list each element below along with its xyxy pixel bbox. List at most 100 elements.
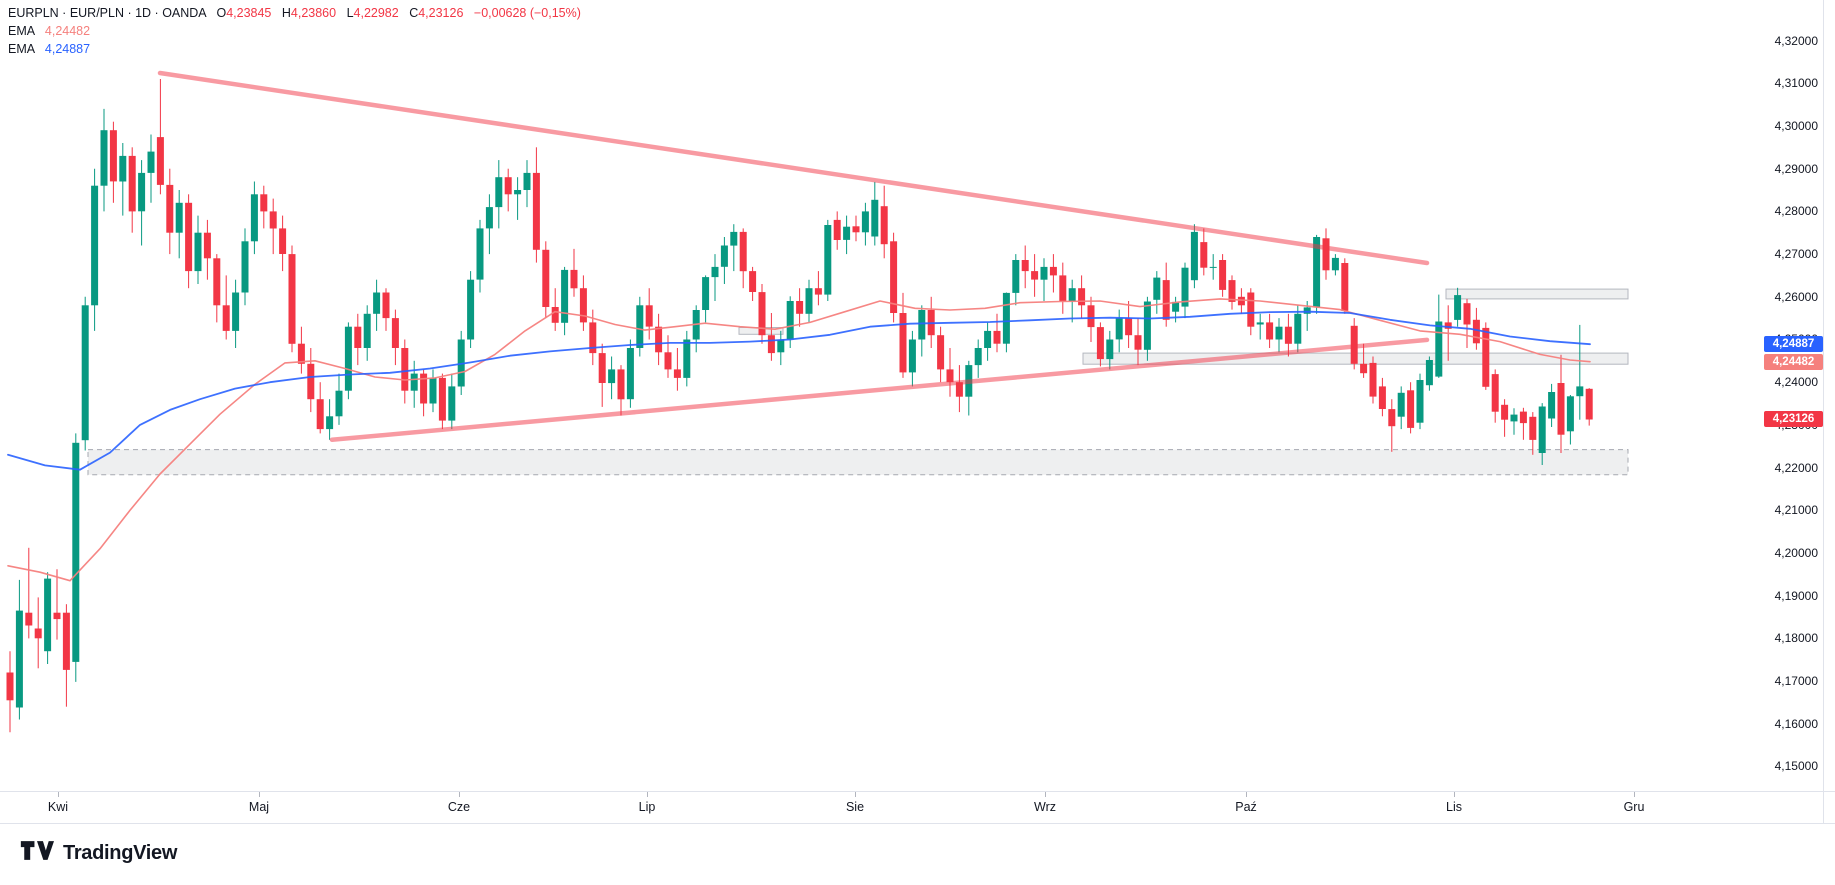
candle-body [34, 628, 42, 639]
ema-fast-label: EMA [8, 24, 35, 38]
candle-body [363, 313, 371, 348]
candle-body [645, 305, 653, 327]
time-axis-tick [1246, 792, 1247, 797]
candle-body [1012, 260, 1020, 293]
time-axis-label: Paź [1235, 800, 1257, 814]
candle-body [626, 348, 634, 400]
candle-body [467, 279, 475, 340]
candle-body [1378, 386, 1386, 409]
candle-body [128, 155, 136, 212]
candle-body [1059, 275, 1067, 301]
candle-body [974, 348, 982, 366]
candle-body [739, 231, 747, 272]
candle-body [250, 194, 258, 242]
price-axis-label: 4,20000 [1772, 545, 1820, 561]
candle-body [1181, 267, 1189, 307]
candle-body [608, 369, 616, 384]
price-axis-label: 4,24000 [1772, 374, 1820, 390]
candle-body [542, 249, 550, 307]
candle-body [532, 172, 540, 250]
ema-slow-label: EMA [8, 42, 35, 56]
symbol-row[interactable]: EURPLN · EUR/PLN · 1D · OANDA O4,23845 H… [8, 4, 581, 22]
price-pane[interactable] [0, 0, 1835, 791]
candle-body [589, 322, 597, 354]
candle-body [683, 339, 691, 378]
ascending-trendline [329, 337, 1430, 443]
candle-body [485, 207, 493, 229]
candle-body [523, 172, 531, 190]
candle-body [1209, 266, 1217, 268]
candle-body [1040, 266, 1048, 280]
candle-body [316, 399, 324, 430]
candle-body [824, 225, 832, 295]
candle-body [786, 301, 794, 340]
candle-body [852, 226, 860, 233]
candle-body [570, 269, 578, 289]
ema-slow-price-badge: 4,24887 [1764, 336, 1823, 352]
legend: EURPLN · EUR/PLN · 1D · OANDA O4,23845 H… [8, 4, 581, 58]
candle-body [175, 202, 183, 233]
ema-fast-value: 4,24482 [44, 24, 91, 38]
candle-body [185, 202, 193, 272]
price-axis-label: 4,19000 [1772, 588, 1820, 604]
candle-body [890, 241, 898, 313]
candle-body [1068, 288, 1076, 301]
price-axis[interactable]: 4,32000 4,31000 4,30000 4,29000 4,28000 4,270… [1755, 0, 1835, 791]
time-axis-label: Lis [1446, 800, 1462, 814]
time-axis-label: Sie [845, 800, 865, 814]
candle-body [805, 288, 813, 314]
ema-slow-row[interactable]: EMA 4,24887 [8, 40, 581, 58]
ema-fast-row[interactable]: EMA 4,24482 [8, 22, 581, 40]
ema-slow-line [7, 310, 1591, 471]
candle-body [156, 137, 164, 185]
candle-body [1087, 305, 1095, 328]
price-axis-label: 4,26000 [1772, 289, 1820, 305]
candle-body [993, 330, 1001, 344]
candle-body [1303, 307, 1311, 314]
candle-body [1407, 390, 1415, 428]
candle-body [1125, 318, 1133, 336]
candle-body [6, 672, 14, 701]
candle-body [222, 305, 230, 331]
candle-body [269, 211, 277, 229]
time-axis[interactable]: Kwi Maj Cze Lip Sie Wrz Paź Lis Gru [0, 792, 1835, 824]
last-price-badge: 4,23126 [1764, 411, 1823, 427]
time-axis-tick [1634, 792, 1635, 797]
candle-body [551, 307, 559, 323]
price-axis-label: 4,29000 [1772, 161, 1820, 177]
candle-body [354, 326, 362, 348]
candle-body [1078, 288, 1086, 306]
candle-body [1134, 335, 1142, 350]
candle-body [1031, 271, 1039, 280]
candle-body [391, 318, 399, 348]
candle-body [1313, 237, 1321, 308]
candle-body [448, 386, 456, 421]
candle-body [758, 292, 766, 336]
candle-body [504, 177, 512, 195]
candle-body [1557, 383, 1565, 435]
candle-body [955, 382, 963, 397]
candle-body [138, 172, 146, 212]
candle-body [598, 353, 606, 383]
candle-body [1096, 327, 1104, 360]
candle-body [307, 363, 315, 400]
candle-body [373, 292, 381, 314]
candle-body [861, 211, 869, 233]
candle-body [749, 271, 757, 292]
candle-body [730, 231, 738, 246]
time-axis-tick [1045, 792, 1046, 797]
candle-body [908, 339, 916, 373]
time-axis-label: Gru [1623, 800, 1645, 814]
price-axis-label: 4,18000 [1772, 630, 1820, 646]
tradingview-logo-icon[interactable] [20, 840, 54, 866]
resistance-zone [1445, 288, 1629, 300]
candle-body [1162, 280, 1170, 320]
candle-body [1172, 301, 1180, 312]
candle-body [1454, 295, 1462, 320]
candle-body [335, 390, 343, 417]
candle-body [1435, 321, 1443, 377]
price-change: −0,00628 (−0,15%) [473, 6, 581, 20]
tradingview-logo-text[interactable]: TradingView [63, 841, 178, 864]
candle-body [1576, 386, 1584, 397]
candle-body [1002, 292, 1010, 344]
